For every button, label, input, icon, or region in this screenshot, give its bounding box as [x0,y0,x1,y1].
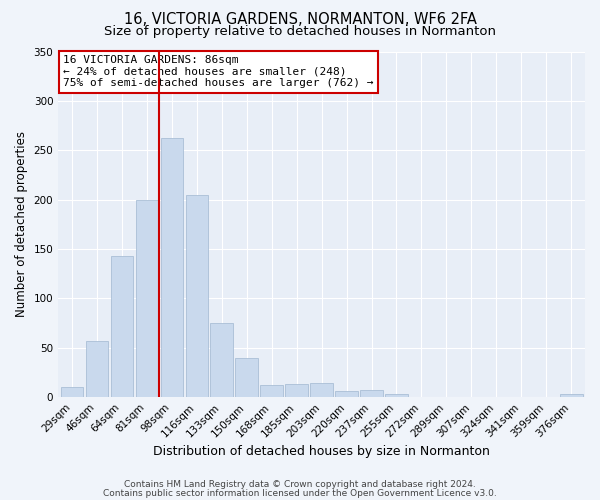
Bar [235,358,258,397]
Text: 16, VICTORIA GARDENS, NORMANTON, WF6 2FA: 16, VICTORIA GARDENS, NORMANTON, WF6 2FA [124,12,476,28]
Bar [61,388,83,397]
Bar [360,390,383,397]
Text: Size of property relative to detached houses in Normanton: Size of property relative to detached ho… [104,25,496,38]
Bar [335,392,358,397]
Bar [185,194,208,397]
Bar [286,384,308,397]
Bar [385,394,408,397]
Bar [560,394,583,397]
Text: 16 VICTORIA GARDENS: 86sqm
← 24% of detached houses are smaller (248)
75% of sem: 16 VICTORIA GARDENS: 86sqm ← 24% of deta… [64,55,374,88]
Bar [260,386,283,397]
Y-axis label: Number of detached properties: Number of detached properties [15,132,28,318]
Bar [161,138,183,397]
Bar [86,341,108,397]
Bar [211,323,233,397]
X-axis label: Distribution of detached houses by size in Normanton: Distribution of detached houses by size … [153,444,490,458]
Text: Contains public sector information licensed under the Open Government Licence v3: Contains public sector information licen… [103,488,497,498]
Bar [136,200,158,397]
Bar [310,384,333,397]
Text: Contains HM Land Registry data © Crown copyright and database right 2024.: Contains HM Land Registry data © Crown c… [124,480,476,489]
Bar [110,256,133,397]
